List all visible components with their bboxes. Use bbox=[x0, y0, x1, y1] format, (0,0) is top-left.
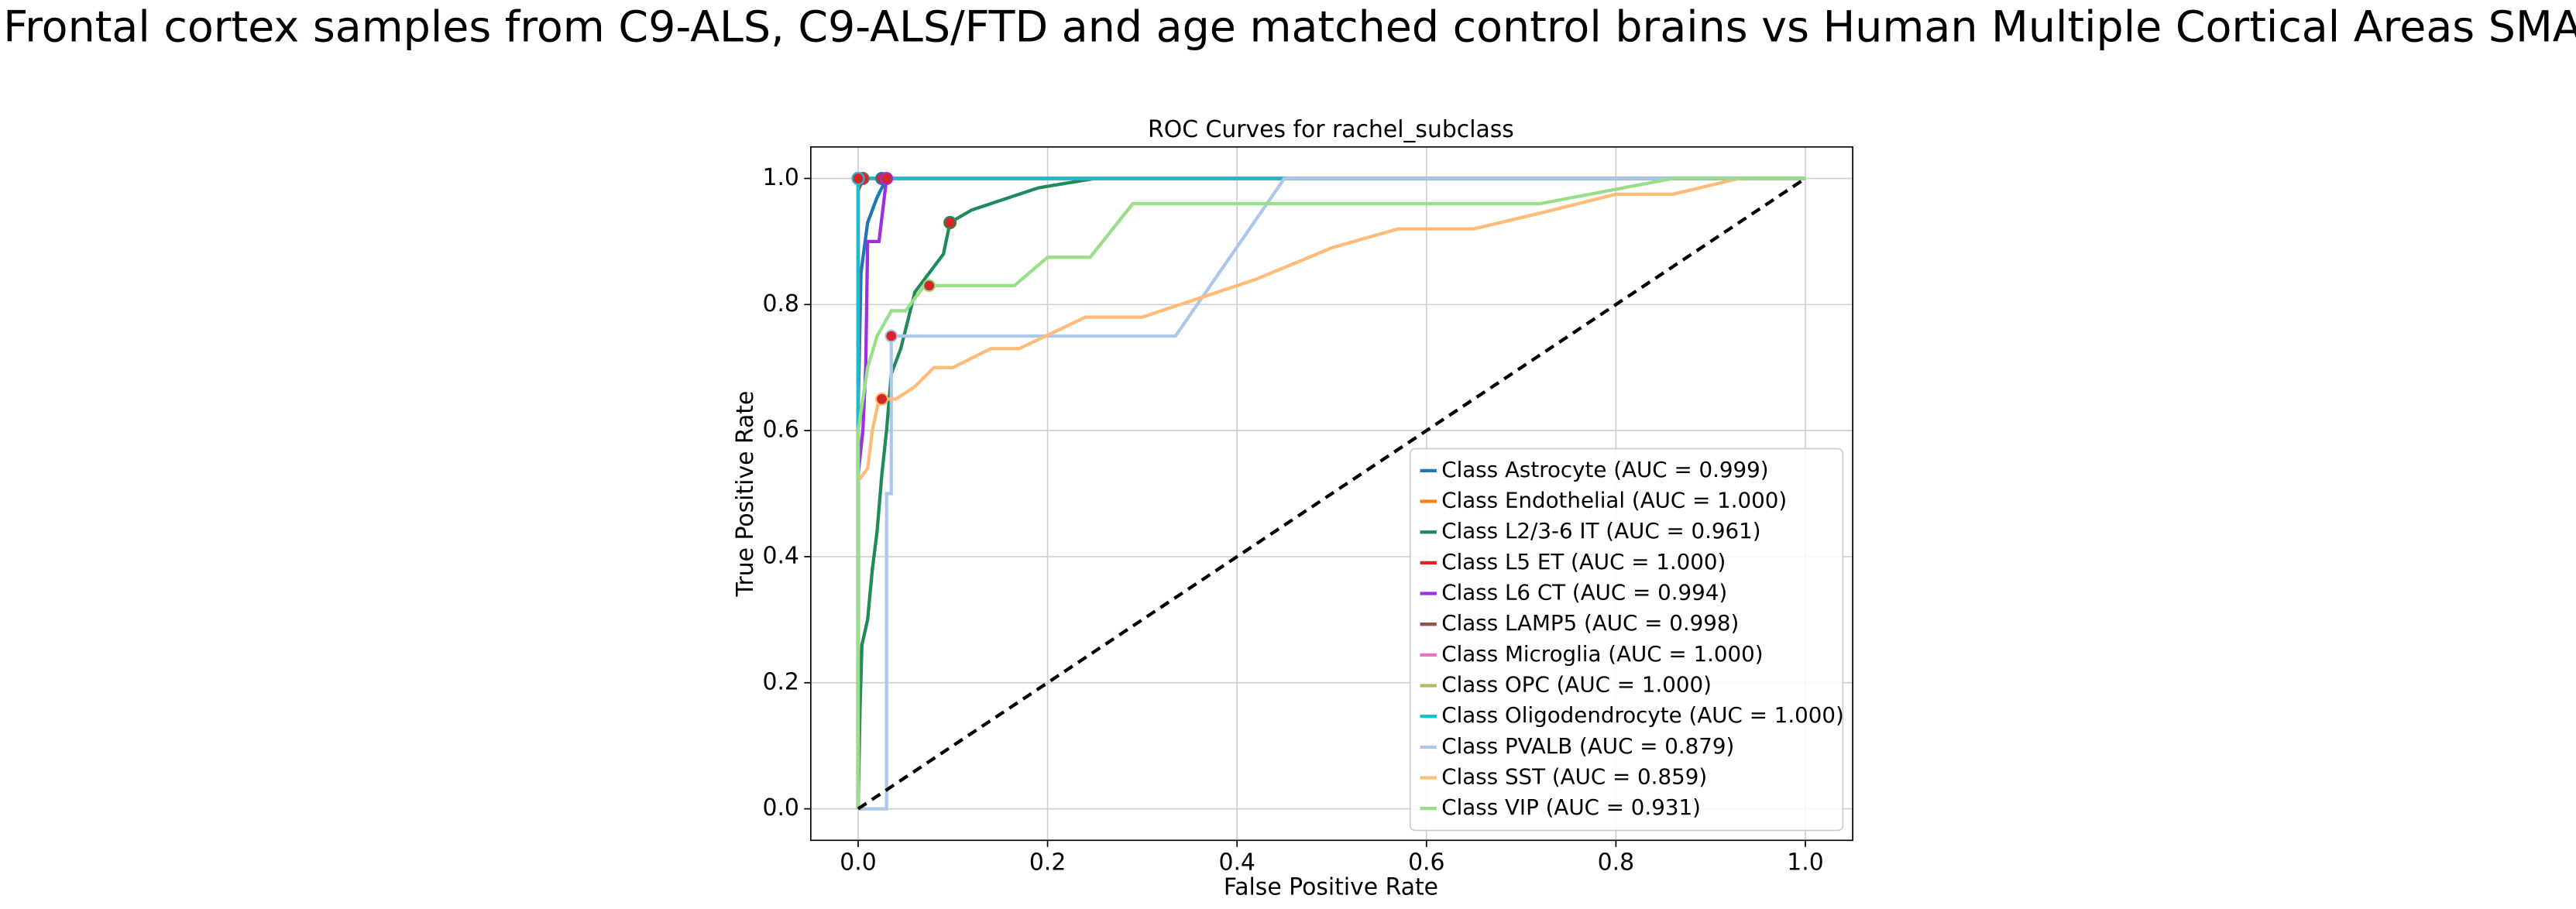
legend-label: Class SST (AUC = 0.859) bbox=[1441, 763, 1707, 789]
legend-label: Class Oligodendrocyte (AUC = 1.000) bbox=[1441, 702, 1844, 728]
y-axis-label: True Positive Rate bbox=[732, 391, 759, 598]
y-tick-label: 0.0 bbox=[762, 794, 799, 822]
x-tick-label: 0.2 bbox=[1029, 849, 1066, 876]
optimal-point bbox=[851, 171, 865, 186]
y-tick-label: 0.2 bbox=[762, 668, 799, 695]
legend-label: Class VIP (AUC = 0.931) bbox=[1441, 794, 1701, 820]
legend-label: Class Endothelial (AUC = 1.000) bbox=[1441, 488, 1787, 513]
optimal-point bbox=[875, 392, 889, 406]
roc-curve bbox=[856, 177, 1806, 809]
roc-curve bbox=[856, 177, 1806, 809]
chart-title: ROC Curves for rachel_subclass bbox=[1148, 116, 1514, 143]
legend-label: Class L6 CT (AUC = 0.994) bbox=[1441, 580, 1727, 605]
suptitle: Frontal cortex samples from C9-ALS, C9-A… bbox=[3, 3, 2576, 53]
optimal-point bbox=[884, 329, 898, 343]
y-tick-label: 0.4 bbox=[762, 542, 799, 569]
legend-label: Class Microglia (AUC = 1.000) bbox=[1441, 641, 1763, 667]
x-tick-label: 0.4 bbox=[1218, 849, 1255, 876]
legend-label: Class Astrocyte (AUC = 0.999) bbox=[1441, 457, 1768, 482]
y-tick-label: 0.8 bbox=[762, 290, 799, 317]
legend-box bbox=[1409, 448, 1844, 832]
x-tick-label: 0.8 bbox=[1598, 849, 1634, 876]
x-tick-label: 0.6 bbox=[1408, 849, 1444, 876]
optimal-point bbox=[922, 279, 936, 293]
reference-line bbox=[857, 177, 1807, 811]
plot-frame bbox=[809, 146, 1854, 842]
legend-label: Class LAMP5 (AUC = 0.998) bbox=[1441, 610, 1739, 636]
y-tick-label: 1.0 bbox=[762, 164, 799, 191]
roc-curve bbox=[856, 177, 1806, 809]
optimal-point bbox=[880, 171, 894, 186]
optimal-point bbox=[943, 215, 957, 229]
legend-label: Class OPC (AUC = 1.000) bbox=[1441, 672, 1712, 698]
y-tick-label: 0.6 bbox=[762, 417, 799, 444]
legend-label: Class L2/3-6 IT (AUC = 0.961) bbox=[1441, 518, 1760, 544]
x-tick-label: 1.0 bbox=[1787, 849, 1823, 876]
legend-label: Class PVALB (AUC = 0.879) bbox=[1441, 733, 1734, 759]
legend-label: Class L5 ET (AUC = 1.000) bbox=[1441, 549, 1726, 575]
x-axis-label: False Positive Rate bbox=[1224, 874, 1438, 901]
x-tick-label: 0.0 bbox=[840, 849, 876, 876]
